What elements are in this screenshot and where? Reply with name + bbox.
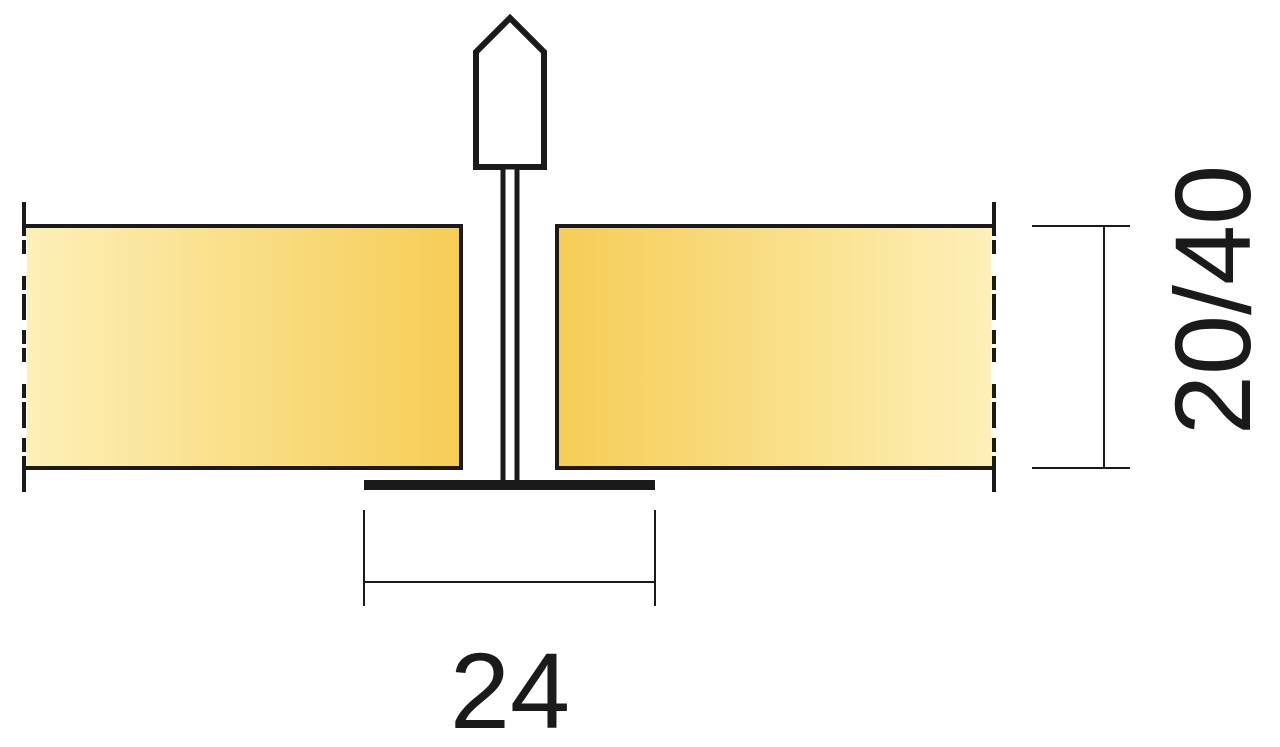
height-dimension: 20/40 — [1032, 165, 1273, 469]
t-profile-flange — [364, 480, 655, 490]
left-panel-body — [22, 224, 463, 470]
t-profile — [364, 13, 655, 490]
t-profile-web — [500, 164, 520, 488]
height-dimension-label: 20/40 — [1152, 165, 1273, 435]
right-panel-body — [555, 224, 996, 470]
width-dimension: 24 — [363, 510, 656, 747]
t-profile-bulb — [473, 13, 547, 170]
width-dimension-label: 24 — [450, 630, 570, 747]
left-ceiling-panel — [21, 202, 463, 492]
right-ceiling-panel — [555, 202, 997, 492]
